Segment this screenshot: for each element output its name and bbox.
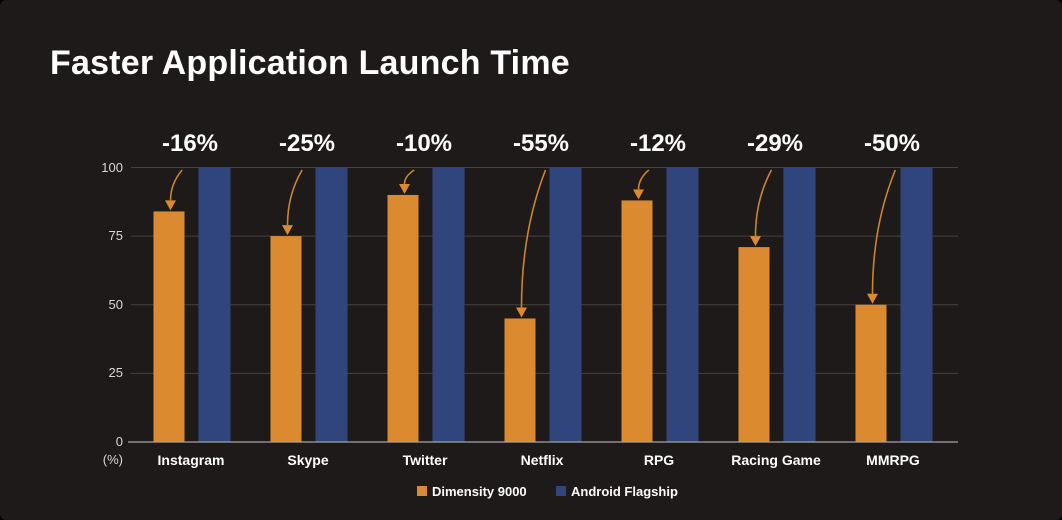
arrow-curve-instagram (169, 169, 183, 201)
y-tick-25: 25 (108, 365, 123, 381)
y-tick-100: 100 (101, 159, 123, 175)
category-label-twitter: Twitter (402, 452, 448, 468)
arrow-head-skype (282, 225, 293, 236)
bar-android-flagship-twitter (432, 167, 465, 442)
legend-label-android-flagship: Android Flagship (571, 483, 678, 499)
arrow-head-racing-game (750, 236, 761, 247)
annotation-netflix: -55% (512, 130, 570, 157)
category-label-netflix: Netflix (520, 452, 564, 468)
bar-android-flagship-racing-game (783, 167, 816, 442)
category-label-skype: Skype (287, 452, 329, 468)
legend-item-dimensity-9000: Dimensity 9000 (417, 483, 527, 499)
bar-android-flagship-skype (315, 167, 348, 442)
arrow-curve-netflix (520, 169, 547, 308)
bar-dimensity-9000-instagram (153, 211, 185, 442)
bar-dimensity-9000-skype (270, 236, 302, 442)
annotation-twitter: -10% (395, 130, 453, 157)
y-axis-unit-label: (%) (102, 452, 123, 467)
legend-item-android-flagship: Android Flagship (556, 483, 678, 499)
chart-title: Faster Application Launch Time (50, 44, 570, 82)
bar-dimensity-9000-netflix (504, 318, 536, 442)
bar-android-flagship-netflix (549, 167, 582, 442)
chart-legend: Dimensity 9000 Android Flagship (0, 484, 1062, 500)
bar-android-flagship-rpg (666, 167, 699, 442)
bar-android-flagship-mmrpg (900, 167, 933, 442)
arrow-curve-rpg (637, 169, 650, 190)
legend-label-dimensity-9000: Dimensity 9000 (432, 483, 527, 499)
annotation-skype: -25% (278, 130, 336, 157)
annotation-racing-game: -29% (746, 130, 804, 157)
bar-dimensity-9000-racing-game (738, 247, 770, 442)
category-label-rpg: RPG (643, 452, 675, 468)
arrow-head-netflix (516, 307, 527, 318)
category-label-instagram: Instagram (157, 452, 225, 468)
arrow-curve-twitter (403, 169, 415, 184)
arrow-curve-skype (286, 169, 303, 226)
annotation-mmrpg: -50% (863, 130, 921, 157)
category-label-mmrpg: MMRPG (866, 452, 920, 468)
y-tick-0: 0 (115, 434, 123, 449)
arrow-head-mmrpg (867, 293, 878, 304)
legend-swatch-android-flagship (556, 486, 566, 496)
bar-dimensity-9000-twitter (387, 194, 419, 442)
arrow-head-twitter (399, 183, 410, 194)
bar-dimensity-9000-rpg (621, 200, 653, 442)
y-tick-75: 75 (108, 228, 123, 244)
arrow-head-rpg (633, 189, 644, 200)
y-tick-50: 50 (108, 296, 123, 312)
arrow-head-instagram (165, 200, 176, 211)
arrow-curve-racing-game (754, 169, 773, 237)
arrow-curve-mmrpg (871, 169, 897, 294)
bar-dimensity-9000-mmrpg (855, 304, 887, 442)
annotation-rpg: -12% (629, 130, 687, 157)
category-label-racing-game: Racing Game (731, 452, 821, 468)
annotation-instagram: -16% (161, 130, 219, 157)
legend-swatch-dimensity-9000 (417, 486, 427, 496)
bar-android-flagship-instagram (198, 167, 231, 442)
